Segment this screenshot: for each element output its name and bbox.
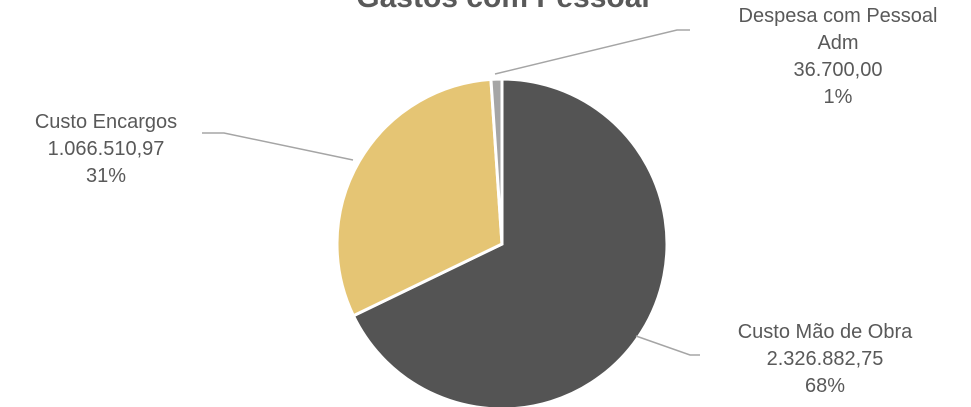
pie-slice	[351, 77, 669, 407]
leader-line	[494, 29, 690, 75]
slice-label-name: Despesa com Pessoal	[739, 5, 938, 27]
pie-slice	[489, 77, 504, 245]
slice-label-value: 1.066.510,97	[48, 138, 165, 160]
chart-title: Gastos com Pessoal	[356, 0, 649, 14]
slice-label-name: Custo Encargos	[35, 111, 177, 133]
slice-label: Custo Encargos 1.066.510,97 31%	[35, 111, 177, 187]
slice-label-value: 36.700,00	[794, 59, 883, 81]
slice-label-percent: 68%	[805, 375, 845, 397]
data-labels: Custo Mão de Obra 2.326.882,75 68% Custo En…	[35, 5, 938, 397]
slice-label-percent: 31%	[86, 165, 126, 187]
pie-slice	[335, 77, 504, 318]
slice-label-value: 2.326.882,75	[767, 348, 884, 370]
pie-slices	[335, 77, 669, 407]
slice-label-name: Adm	[817, 32, 858, 54]
slice-label-name: Custo Mão de Obra	[738, 321, 913, 343]
slice-label: Despesa com Pessoal Adm 36.700,00 1%	[739, 5, 938, 108]
leader-line	[202, 132, 354, 161]
leader-lines	[202, 29, 700, 356]
slice-label-percent: 1%	[824, 86, 853, 108]
slice-label: Custo Mão de Obra 2.326.882,75 68%	[738, 321, 913, 397]
leader-line	[635, 335, 700, 356]
